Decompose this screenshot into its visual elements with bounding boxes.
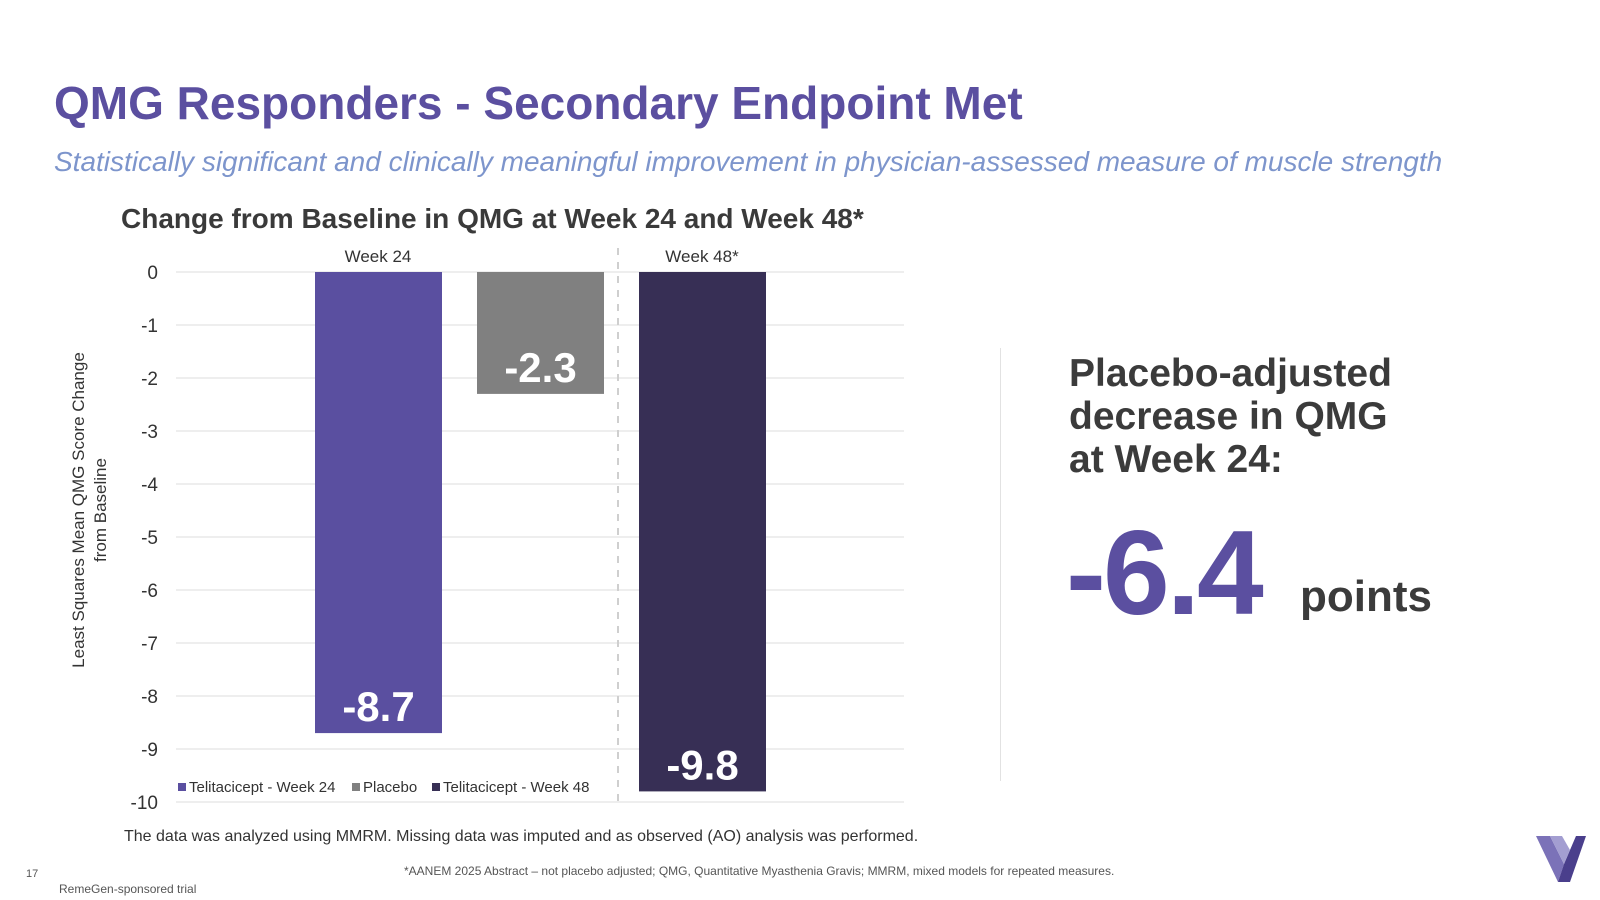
- callout-line-3: at Week 24:: [1069, 438, 1283, 481]
- v-chevron-logo-icon: [1536, 836, 1586, 882]
- vertical-divider: [1000, 348, 1001, 781]
- page-number: 17: [26, 868, 39, 880]
- y-tick-label: -4: [141, 475, 158, 496]
- y-axis-ticks: 0 -1 -2 -3 -4 -5 -6 -7 -8 -9 -10: [131, 263, 159, 814]
- bar-value-label: -9.8: [666, 741, 738, 788]
- bar-chart: 0 -1 -2 -3 -4 -5 -6 -7 -8 -9 -10 Week 24 Week 48* -…: [131, 247, 904, 814]
- callout-unit: points: [1300, 572, 1432, 621]
- callout-text: Placebo-adjusted decrease in QMG at Week…: [1069, 352, 1549, 481]
- group-label: Week 48*: [665, 247, 739, 266]
- bar-1: [315, 272, 442, 734]
- y-tick-label: -6: [141, 581, 158, 602]
- bar-3: [639, 272, 766, 792]
- y-tick-label: -9: [141, 740, 158, 761]
- slide-subtitle: Statistically significant and clinically…: [54, 146, 1443, 177]
- legend-label: Telitacicept - Week 24: [189, 779, 335, 796]
- y-tick-label: -10: [131, 793, 158, 814]
- footnote-abbreviations: *AANEM 2025 Abstract – not placebo adjus…: [404, 864, 1115, 878]
- sponsor-note: RemeGen-sponsored trial: [59, 882, 197, 896]
- bar-value-label: -2.3: [504, 344, 576, 391]
- y-tick-label: -2: [141, 369, 158, 390]
- footnote-analysis: The data was analyzed using MMRM. Missin…: [124, 828, 919, 845]
- legend-swatch: [432, 783, 440, 791]
- group-label: Week 24: [345, 247, 412, 266]
- callout-line-1: Placebo-adjusted: [1069, 352, 1392, 395]
- callout-line-2: decrease in QMG: [1069, 395, 1388, 438]
- chart-bars: [315, 272, 766, 792]
- group-labels: Week 24 Week 48*: [345, 247, 739, 266]
- callout-value: -6.4: [1066, 506, 1264, 640]
- legend-label: Telitacicept - Week 48: [443, 779, 589, 796]
- chart-legend: Telitacicept - Week 24 Placebo Telitacicep…: [178, 779, 589, 796]
- y-tick-label: -7: [141, 634, 158, 655]
- y-tick-label: 0: [147, 263, 158, 284]
- y-axis-label: Least Squares Mean QMG Score Change from…: [69, 352, 110, 668]
- legend-label: Placebo: [363, 779, 417, 796]
- y-tick-label: -8: [141, 687, 158, 708]
- bar-value-label: -8.7: [342, 683, 414, 730]
- bar-value-labels: -8.7 -2.3 -9.8: [342, 344, 738, 789]
- chart-gridlines: [176, 271, 904, 803]
- legend-swatch: [178, 783, 186, 791]
- slide-title: QMG Responders - Secondary Endpoint Met: [54, 77, 1023, 129]
- y-tick-label: -5: [141, 528, 158, 549]
- bar-2: [477, 272, 604, 394]
- chart-title: Change from Baseline in QMG at Week 24 a…: [121, 203, 864, 234]
- legend-swatch: [352, 783, 360, 791]
- y-tick-label: -1: [141, 316, 158, 337]
- y-tick-label: -3: [141, 422, 158, 443]
